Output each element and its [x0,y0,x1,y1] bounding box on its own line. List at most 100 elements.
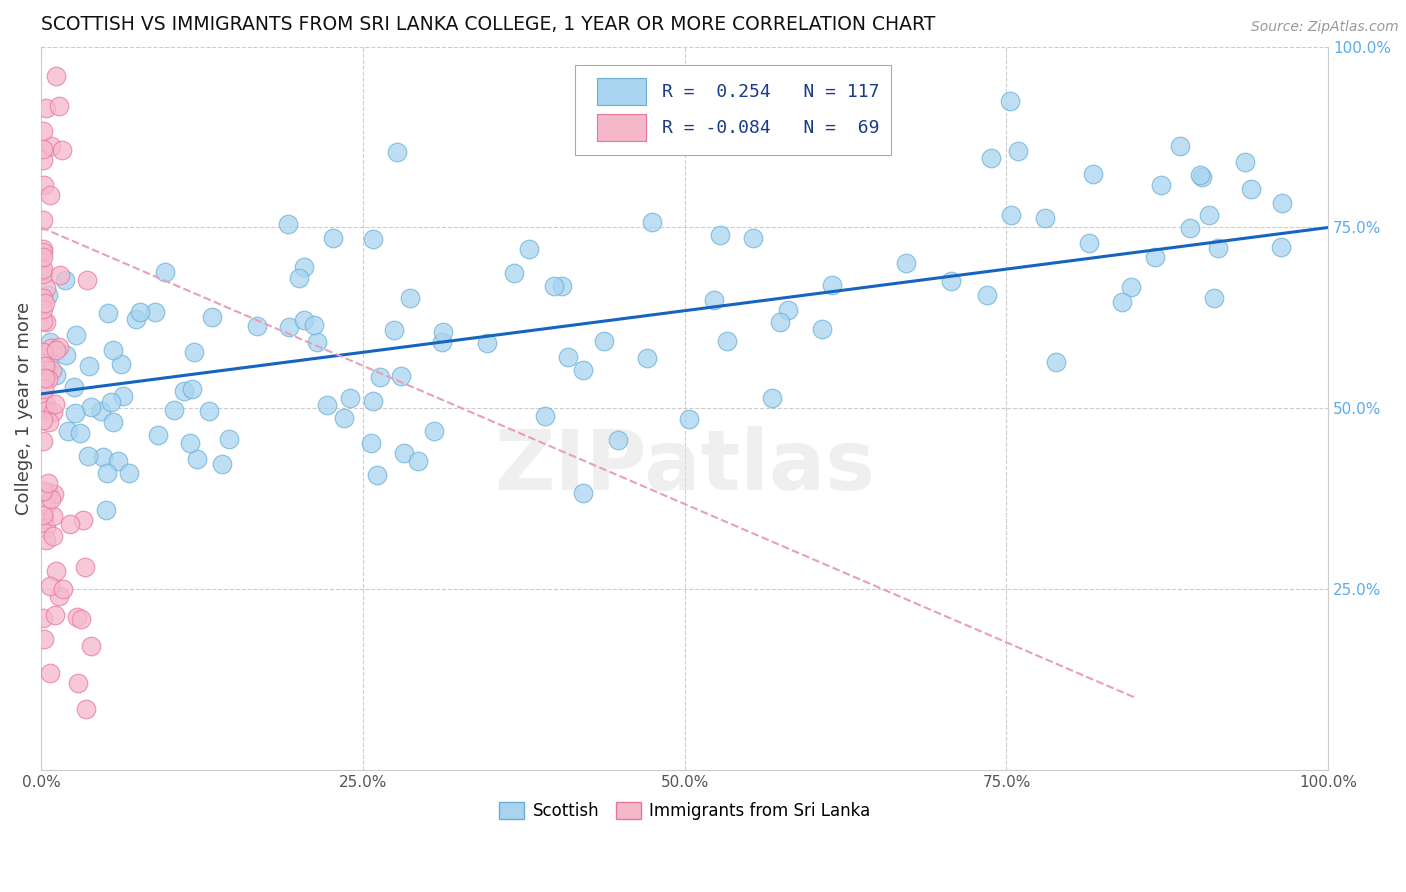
Point [778,303,800,318]
Point [72,512,94,526]
Point [1202,291,1225,305]
Point [48,99,70,113]
Point [75,702,97,716]
Point [333,411,356,425]
Point [475,335,498,350]
Point [45,368,67,382]
Point [32,314,55,328]
Point [96,466,118,480]
Point [69,426,91,441]
Point [288,271,311,285]
Point [392,446,415,460]
Point [502,267,524,281]
Point [186,452,208,467]
Point [1178,221,1201,235]
Point [41,529,63,543]
Point [37,288,59,302]
Point [1198,208,1220,222]
Point [70,612,93,626]
Point [1191,169,1213,184]
Point [1271,196,1294,211]
Point [31,345,53,359]
Point [1168,139,1191,153]
Point [430,334,453,349]
Point [79,359,101,374]
Point [1206,241,1229,255]
Point [148,428,170,442]
Text: ZIPatlas: ZIPatlas [495,425,876,507]
Point [980,151,1002,165]
Point [678,412,700,426]
Bar [598,78,647,105]
Point [38,579,60,593]
Point [73,559,96,574]
Point [572,486,595,500]
Point [44,487,66,501]
Point [110,357,132,371]
Point [31,356,53,370]
Point [66,610,89,624]
Bar [598,114,647,142]
Point [45,564,67,578]
Point [38,188,60,202]
Point [406,454,429,468]
Text: R = -0.084   N =  69: R = -0.084 N = 69 [662,119,879,136]
Point [1007,145,1029,159]
Point [1270,240,1292,254]
Point [389,369,412,384]
Point [517,242,540,256]
Point [79,639,101,653]
Point [432,325,454,339]
Point [277,217,299,231]
Point [107,454,129,468]
Point [894,255,917,269]
Point [382,323,405,337]
Point [34,371,56,385]
Point [31,242,53,256]
Point [38,335,60,350]
Point [65,327,87,342]
Point [39,139,62,153]
Point [339,392,361,406]
Point [143,305,166,319]
Point [45,69,67,83]
Point [118,467,141,481]
Point [67,676,90,690]
Point [59,516,82,531]
Point [91,450,114,464]
Point [246,318,269,333]
Point [52,582,75,596]
Point [34,296,56,310]
Point [90,404,112,418]
Point [31,142,53,156]
Point [607,433,630,447]
Point [1111,295,1133,310]
Point [35,101,58,115]
Point [810,322,832,336]
Point [35,315,58,329]
Point [48,590,70,604]
Point [304,318,326,332]
Point [593,334,616,349]
Point [998,95,1021,109]
Point [1083,167,1105,181]
Point [1033,211,1056,225]
Point [31,302,53,317]
Point [211,457,233,471]
Point [37,475,59,490]
Point [49,268,72,282]
FancyBboxPatch shape [575,65,890,155]
Point [398,291,420,305]
Point [976,288,998,302]
Point [32,508,55,523]
Point [640,215,662,229]
Point [31,610,53,624]
Point [179,436,201,450]
Point [361,232,384,246]
Point [742,231,765,245]
Point [38,359,60,373]
Point [1233,155,1256,169]
Point [37,484,59,499]
Point [703,293,725,307]
Point [39,341,62,355]
